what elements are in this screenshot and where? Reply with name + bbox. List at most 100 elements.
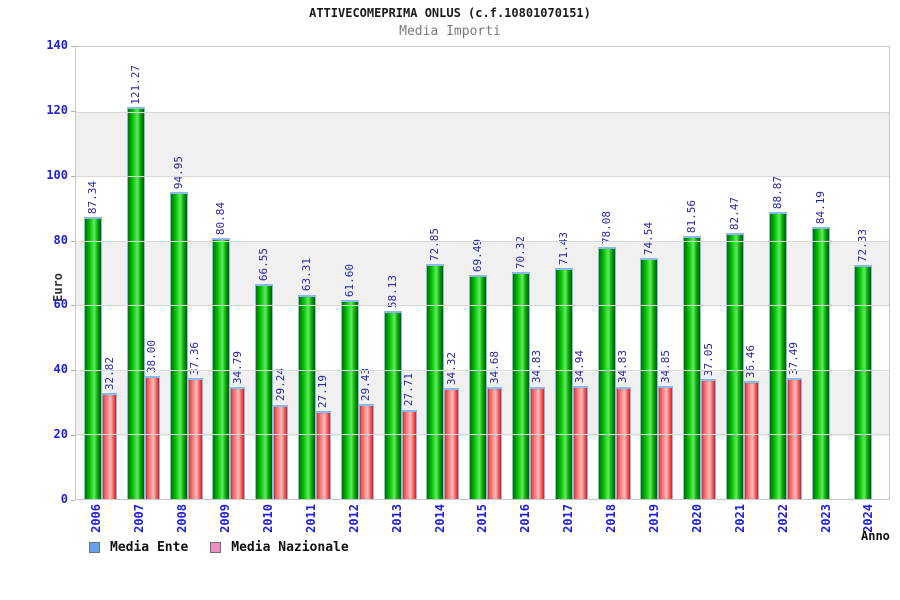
bar-group-2014: 72.85 34.32: [418, 47, 461, 499]
x-tick-2014: 2014: [432, 504, 447, 533]
x-tick-2017: 2017: [561, 504, 576, 533]
bar-media-ente-2009: [212, 238, 231, 499]
x-tick-cell: 2015: [461, 504, 504, 546]
value-label: 34.83: [616, 350, 630, 384]
bar-media-ente-2015: [469, 274, 488, 499]
y-tick-mark: [71, 175, 75, 177]
bar-group-2009: 80.84 34.79: [204, 47, 247, 499]
legend-swatch-media-nazionale: [210, 542, 222, 553]
bar-media-nazionale-2020: [701, 379, 717, 499]
x-tick-cell: 2016: [504, 504, 547, 546]
value-label: 63.31: [299, 258, 313, 292]
x-tick-2016: 2016: [518, 504, 533, 533]
y-tick-80: 80: [53, 232, 68, 247]
bar-media-nazionale-2007: [144, 376, 160, 499]
x-tick-2023: 2023: [818, 504, 833, 533]
x-tick-2006: 2006: [89, 504, 104, 533]
x-tick-2021: 2021: [732, 504, 747, 533]
y-tick-40: 40: [53, 362, 68, 377]
value-label: 29.43: [359, 367, 373, 401]
value-label: 34.79: [230, 350, 244, 384]
value-label: 94.95: [171, 156, 185, 190]
bar-media-nazionale-2018: [615, 386, 631, 499]
bar-media-ente-2012: [340, 300, 359, 499]
bar-group-2024: 72.33: [846, 47, 889, 499]
value-label: 66.55: [257, 248, 271, 282]
bar-media-nazionale-2015: [487, 387, 503, 499]
bar-group-2011: 63.31 27.19: [290, 47, 333, 499]
bar-group-2007: 121.27 38.00: [119, 47, 162, 499]
y-tick-100: 100: [46, 167, 68, 182]
value-label: 121.27: [128, 64, 142, 105]
value-label: 32.82: [102, 356, 116, 391]
y-tick-140: 140: [46, 38, 68, 52]
bar-media-ente-2007: [126, 107, 145, 499]
value-label: 29.24: [273, 368, 287, 402]
value-label: 74.54: [642, 222, 656, 256]
value-label: 34.83: [530, 350, 544, 384]
bar-group-2016: 70.32 34.83: [504, 47, 547, 499]
value-label: 27.71: [402, 373, 416, 407]
y-tick-20: 20: [53, 427, 68, 442]
bar-group-2012: 61.60 29.43: [333, 47, 376, 499]
bar-media-ente-2016: [511, 271, 530, 499]
x-tick-2009: 2009: [218, 504, 233, 533]
bar-media-nazionale-2021: [743, 381, 759, 499]
x-tick-cell: 2021: [718, 504, 761, 546]
value-label: 38.00: [145, 340, 159, 374]
bar-media-ente-2017: [554, 268, 573, 499]
legend-label-media-nazionale: Media Nazionale: [231, 540, 349, 555]
bar-media-nazionale-2011: [315, 411, 331, 499]
gridline-80: [76, 240, 889, 242]
value-label: 36.46: [744, 345, 758, 379]
value-label: 81.56: [685, 199, 699, 233]
bar-group-2020: 81.56 37.05: [675, 47, 718, 499]
y-tick-120: 120: [46, 102, 68, 117]
bar-group-2023: 84.19: [804, 47, 847, 499]
bar-group-2021: 82.47 36.46: [718, 47, 761, 499]
x-tick-2011: 2011: [303, 504, 318, 533]
bar-media-nazionale-2014: [444, 388, 460, 499]
bar-group-2010: 66.55 29.24: [247, 47, 290, 499]
x-tick-2019: 2019: [647, 504, 662, 533]
value-label: 84.19: [813, 191, 827, 225]
bar-media-ente-2008: [169, 192, 188, 499]
bar-group-2018: 78.08 34.83: [590, 47, 633, 499]
value-label: 71.43: [556, 232, 570, 266]
x-tick-2022: 2022: [775, 504, 790, 533]
y-tick-mark: [71, 435, 75, 437]
x-tick-cell: 2020: [675, 504, 718, 546]
bar-media-ente-2014: [426, 263, 445, 499]
y-tick-mark: [71, 240, 75, 242]
x-tick-2018: 2018: [604, 504, 619, 533]
value-label: 88.87: [770, 175, 784, 210]
x-tick-2007: 2007: [132, 504, 147, 533]
bar-media-ente-2013: [383, 311, 402, 499]
x-tick-cell: 2017: [547, 504, 590, 546]
value-label: 37.05: [701, 343, 715, 377]
bar-media-ente-2011: [297, 294, 316, 499]
bar-media-nazionale-2013: [401, 409, 417, 499]
value-label: 27.19: [316, 375, 330, 409]
x-tick-2015: 2015: [475, 504, 490, 533]
bar-group-2008: 94.95 37.36: [162, 47, 205, 499]
plot-area: 87.34 32.82 121.27 38.00 94.95 37.36 80.84 34.7…: [75, 46, 890, 500]
value-label: 34.32: [444, 352, 458, 386]
bar-groups: 87.34 32.82 121.27 38.00 94.95 37.36 80.84 34.7…: [76, 47, 889, 499]
bar-group-2019: 74.54 34.85: [632, 47, 675, 499]
x-tick-cell: 2022: [761, 504, 804, 546]
value-label: 58.13: [385, 275, 399, 309]
y-tick-mark: [71, 46, 75, 47]
bar-media-ente-2023: [811, 227, 830, 499]
bar-media-ente-2006: [84, 217, 102, 499]
legend: Media Ente Media Nazionale: [89, 540, 349, 555]
bar-group-2006: 87.34 32.82: [76, 47, 119, 499]
y-tick-mark: [71, 305, 75, 307]
value-label: 34.68: [487, 350, 501, 385]
gridline-100: [76, 176, 889, 178]
bar-media-nazionale-2019: [658, 386, 674, 499]
bar-media-nazionale-2016: [529, 386, 545, 499]
x-tick-2008: 2008: [175, 504, 190, 533]
value-label: 34.94: [573, 350, 587, 384]
